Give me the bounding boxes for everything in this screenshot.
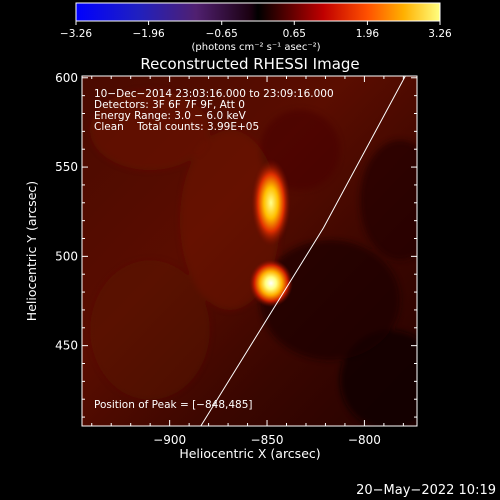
footer-timestamp: 20−May−2022 10:19 <box>356 483 496 498</box>
y-tick-label: 500 <box>55 249 78 263</box>
y-axis-ticks: 450 500 550 600 <box>55 71 417 418</box>
colorbar-tick-label: −1.96 <box>132 28 164 40</box>
y-axis-label: Heliocentric Y (arcsec) <box>24 181 39 321</box>
x-axis-label: Heliocentric X (arcsec) <box>179 446 320 461</box>
annotation-energy: Energy Range: 3.0 − 6.0 keV <box>94 110 247 122</box>
colorbar-unit-label: (photons cm⁻² s⁻¹ asec⁻²) <box>191 42 320 53</box>
source-upper <box>250 158 291 247</box>
colorbar-tick-label: −3.26 <box>60 28 92 40</box>
colorbar-tick-label: 0.65 <box>283 28 306 40</box>
x-axis-ticks: −900 −850 −800 <box>91 76 404 447</box>
x-tick-label: −800 <box>348 433 381 447</box>
colorbar-tick-label: 1.96 <box>356 28 380 40</box>
y-tick-label: 450 <box>55 339 78 353</box>
y-tick-label: 550 <box>55 160 78 174</box>
annotation-time: 10−Dec−2014 23:03:16.000 to 23:09:16.000 <box>94 88 334 100</box>
solar-limb-line <box>200 76 406 426</box>
plot-frame <box>81 75 418 427</box>
chart-title: Reconstructed RHESSI Image <box>140 55 359 73</box>
colorbar-tick-label: 3.26 <box>428 28 452 40</box>
colorbar-tick-label: −0.65 <box>206 28 238 40</box>
x-tick-label: −900 <box>153 433 186 447</box>
colorbar-ticks: −3.26 −1.96 −0.65 0.65 1.96 3.26 <box>60 21 452 40</box>
annotation-clean: Clean Total counts: 3.99E+05 <box>94 121 259 133</box>
y-tick-label: 600 <box>55 71 78 85</box>
colorbar-gradient <box>75 2 441 22</box>
x-tick-label: −850 <box>251 433 284 447</box>
peak-position-label: Position of Peak = [−848,485] <box>94 399 253 411</box>
source-peak <box>248 259 293 308</box>
annotation-detectors: Detectors: 3F 6F 7F 9F, Att 0 <box>94 99 245 111</box>
heatmap-texture <box>90 90 417 426</box>
